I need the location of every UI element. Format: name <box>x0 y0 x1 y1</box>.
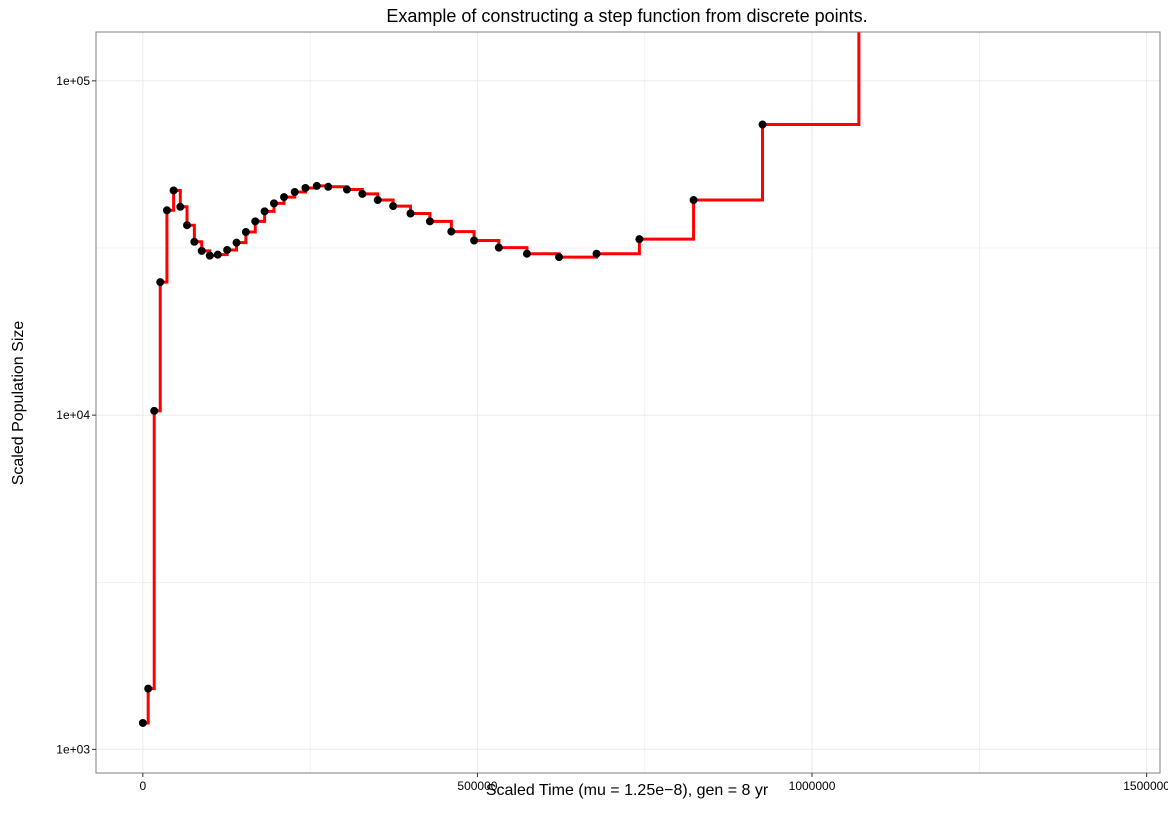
data-point <box>162 206 171 215</box>
data-point <box>312 181 321 190</box>
y-tick-label: 1e+05 <box>56 74 90 88</box>
data-point <box>150 406 159 415</box>
data-point <box>324 182 333 191</box>
major-gridlines <box>96 32 1160 773</box>
x-tick-label: 0 <box>139 779 146 793</box>
y-tick-label: 1e+03 <box>56 742 90 756</box>
x-axis-label: Scaled Time (mu = 1.25e−8), gen = 8 yr <box>486 782 769 799</box>
data-point <box>522 249 531 258</box>
data-point <box>251 217 260 226</box>
data-point <box>223 245 232 254</box>
data-point <box>406 209 415 218</box>
data-point <box>241 228 250 237</box>
data-point <box>290 188 299 197</box>
data-point <box>689 196 698 205</box>
x-tick-label: 500000 <box>457 779 497 793</box>
y-tick-label: 1e+04 <box>56 408 90 422</box>
data-point <box>301 184 310 193</box>
chart-title: Example of constructing a step function … <box>386 6 867 26</box>
data-point <box>592 249 601 258</box>
data-point <box>342 185 351 194</box>
y-axis-label: Scaled Population Size <box>10 321 27 486</box>
data-point <box>389 202 398 211</box>
data-point <box>138 718 147 727</box>
data-point <box>270 199 279 208</box>
data-point <box>260 207 269 216</box>
x-tick-label: 1500000 <box>1123 779 1168 793</box>
data-point <box>280 193 289 202</box>
data-point <box>213 250 222 259</box>
data-point <box>635 235 644 244</box>
data-point <box>183 221 192 230</box>
data-point <box>494 243 503 252</box>
data-points <box>138 120 767 727</box>
data-point <box>758 120 767 129</box>
data-point <box>425 217 434 226</box>
data-point <box>358 189 367 198</box>
x-axis-ticks: 0 500000 1000000 1500000 <box>139 773 1168 793</box>
plot-panel-background <box>96 32 1160 773</box>
data-point <box>176 202 185 211</box>
plot-panel-border <box>95 31 1161 774</box>
minor-gridlines <box>96 32 1160 773</box>
data-point <box>555 253 564 262</box>
x-tick-label: 1000000 <box>789 779 836 793</box>
data-point <box>447 227 456 236</box>
data-point <box>169 186 178 195</box>
data-point <box>156 278 165 287</box>
data-point <box>197 246 206 255</box>
data-point <box>470 236 479 245</box>
data-point <box>144 684 153 693</box>
data-point <box>232 238 241 247</box>
data-point <box>205 251 214 260</box>
data-point <box>190 237 199 246</box>
y-axis-ticks: 1e+03 1e+04 1e+05 <box>56 74 96 756</box>
data-point <box>373 196 382 205</box>
